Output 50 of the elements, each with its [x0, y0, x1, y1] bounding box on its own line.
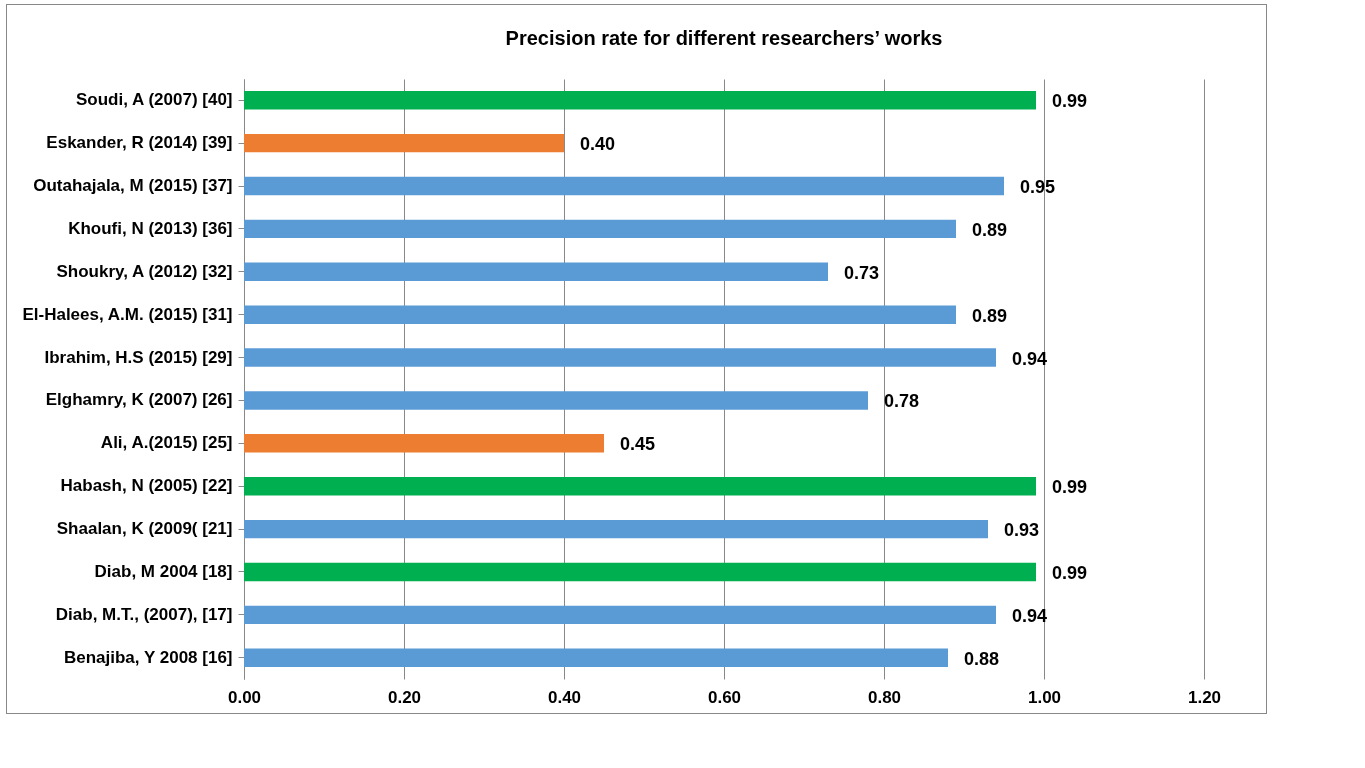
chart-title: Precision rate for different researchers’ works	[505, 27, 943, 49]
data-label: 0.94	[1012, 605, 1048, 626]
data-label: 0.78	[884, 391, 920, 412]
bar	[244, 391, 868, 410]
data-label: 0.99	[1052, 91, 1088, 112]
data-label: 0.45	[620, 434, 656, 455]
y-tick-label: Ali, A.(2015) [25]	[100, 433, 233, 453]
data-label: 0.94	[1012, 348, 1048, 369]
y-tick-label: Soudi, A (2007) [40]	[76, 90, 233, 110]
data-label: 0.95	[1020, 177, 1056, 198]
x-tick-label: 1.20	[1187, 687, 1222, 707]
y-tick-label: Elghamry, K (2007) [26]	[45, 390, 233, 410]
data-label: 0.93	[1004, 520, 1040, 541]
data-label: 0.89	[972, 219, 1008, 240]
data-label: 0.99	[1052, 562, 1088, 583]
bar	[244, 434, 604, 453]
y-tick-label: Shoukry, A (2012) [32]	[56, 261, 233, 281]
data-label: 0.73	[844, 262, 880, 283]
y-tick-label: Ibrahim, H.S (2015) [29]	[44, 347, 233, 367]
bar	[244, 176, 1004, 196]
bar	[244, 477, 1036, 496]
y-tick-label: Eskander, R (2014) [39]	[46, 133, 233, 153]
bar	[244, 348, 996, 367]
x-tick-label: 0.60	[707, 687, 742, 707]
data-label: 0.99	[1052, 477, 1088, 498]
y-tick-label: El-Halees, A.M. (2015) [31]	[22, 304, 233, 324]
x-tick-label: 0.00	[227, 687, 262, 707]
bar	[244, 262, 828, 281]
x-tick-label: 1.00	[1027, 687, 1062, 707]
bar	[244, 91, 1036, 110]
bar	[244, 648, 948, 667]
data-label: 0.40	[580, 134, 616, 155]
bar	[244, 219, 956, 239]
y-tick-label: Diab, M.T., (2007), [17]	[55, 604, 233, 624]
data-label: 0.89	[972, 305, 1008, 326]
data-label: 0.88	[964, 648, 1000, 669]
bar	[244, 605, 996, 625]
y-tick-label: Khoufi, N (2013) [36]	[68, 218, 233, 238]
x-tick-label: 0.80	[867, 687, 902, 707]
y-tick-label: Diab, M 2004 [18]	[94, 561, 233, 581]
bar	[244, 133, 564, 153]
y-tick-label: Outahajala, M (2015) [37]	[33, 176, 233, 196]
x-tick-label: 0.40	[547, 687, 582, 707]
y-tick-label: Benajiba, Y 2008 [16]	[63, 647, 233, 667]
bar	[244, 305, 956, 324]
y-tick-label: Shaalan, K (2009( [21]	[56, 519, 233, 539]
bar	[244, 562, 1036, 582]
bar	[244, 519, 988, 539]
x-tick-label: 0.20	[387, 687, 422, 707]
y-tick-label: Habash, N (2005) [22]	[60, 476, 233, 496]
